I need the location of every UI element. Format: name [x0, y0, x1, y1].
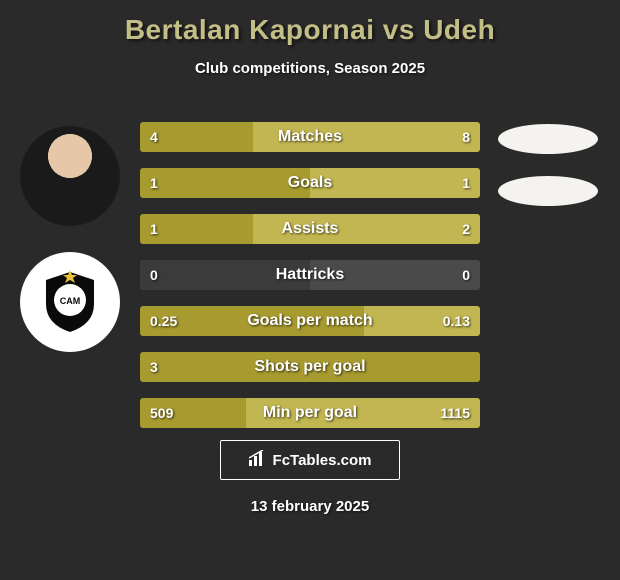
stat-row: Hattricks0 0 [140, 260, 480, 290]
stat-bar-right [253, 122, 480, 152]
right-badges [492, 124, 604, 228]
stat-value-left: 1 [140, 168, 168, 198]
stat-value-right [460, 352, 480, 382]
subtitle: Club competitions, Season 2025 [0, 60, 620, 77]
date-label: 13 february 2025 [0, 498, 620, 515]
stat-row: Shots per goal3 [140, 352, 480, 382]
attribution-text: FcTables.com [273, 452, 372, 469]
stat-label: Hattricks [140, 260, 480, 290]
stat-row: Goals per match0.250.13 [140, 306, 480, 336]
stat-value-left: 509 [140, 398, 183, 428]
page-title: Bertalan Kapornai vs Udeh [0, 14, 620, 46]
stat-value-right: 0 [452, 260, 480, 290]
stat-row: Goals11 [140, 168, 480, 198]
stat-bar-left [140, 352, 480, 382]
stat-value-left: 0.25 [140, 306, 187, 336]
stat-value-left: 3 [140, 352, 168, 382]
stat-value-right: 2 [452, 214, 480, 244]
club-crest-icon: CAM [42, 270, 98, 334]
player-avatar [20, 126, 120, 226]
opponent-badge-1 [498, 124, 598, 154]
stat-value-right: 0.13 [433, 306, 480, 336]
stat-bar-right [253, 214, 480, 244]
left-avatars: CAM [10, 126, 130, 378]
stat-value-left: 0 [140, 260, 168, 290]
stat-row: Matches48 [140, 122, 480, 152]
club-avatar: CAM [20, 252, 120, 352]
stat-value-left: 1 [140, 214, 168, 244]
stat-value-left: 4 [140, 122, 168, 152]
opponent-badge-2 [498, 176, 598, 206]
stat-row: Min per goal5091115 [140, 398, 480, 428]
stat-bars: Matches48Goals11Assists12Hattricks00Goal… [140, 122, 480, 444]
stat-value-right: 1115 [430, 398, 480, 428]
stat-value-right: 8 [452, 122, 480, 152]
stat-value-right: 1 [452, 168, 480, 198]
svg-text:CAM: CAM [60, 296, 81, 306]
stat-row: Assists12 [140, 214, 480, 244]
attribution-badge[interactable]: FcTables.com [220, 440, 400, 480]
comparison-card: Bertalan Kapornai vs Udeh Club competiti… [0, 0, 620, 580]
chart-icon [249, 450, 267, 470]
